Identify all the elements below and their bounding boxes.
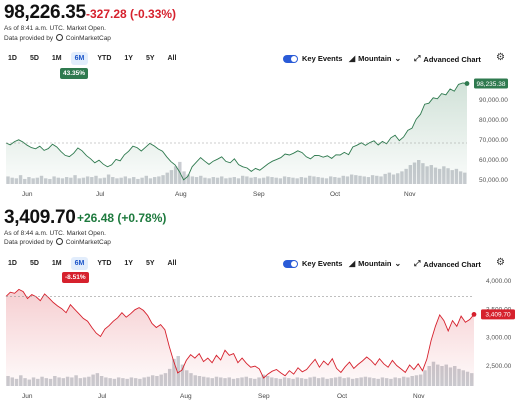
as-of-text: As of 8:41 a.m. UTC. Market Open. bbox=[4, 25, 106, 32]
current-price-marker bbox=[471, 311, 477, 317]
provided-by-text: Data provided by bbox=[4, 239, 54, 246]
data-provider-line: Data provided by CoinMarketCap bbox=[4, 34, 111, 42]
gear-icon[interactable]: ⚙ bbox=[496, 257, 505, 268]
price-chart[interactable]: 2,500.003,000.003,500.004,000.003,409.70… bbox=[0, 274, 516, 404]
key-events-toggle[interactable] bbox=[283, 260, 298, 268]
y-axis-tick-label: 70,000.00 bbox=[479, 137, 508, 144]
x-axis-month-label: Jun bbox=[22, 191, 33, 198]
key-events-label[interactable]: Key Events bbox=[302, 54, 343, 63]
x-axis-month-label: Sep bbox=[253, 191, 265, 198]
range-5d[interactable]: 5D bbox=[29, 55, 39, 62]
range-all[interactable]: All bbox=[167, 55, 177, 62]
range-6m[interactable]: 6M bbox=[70, 257, 89, 270]
as-of-text: As of 8:44 a.m. UTC. Market Open. bbox=[4, 230, 106, 237]
x-axis-month-label: Nov bbox=[413, 393, 425, 400]
range-ytd[interactable]: YTD bbox=[97, 260, 112, 267]
x-axis-month-label: Jun bbox=[22, 393, 33, 400]
range-ytd[interactable]: YTD bbox=[97, 55, 112, 62]
advanced-chart-button[interactable]: ⤢ Advanced Chart bbox=[414, 54, 481, 64]
current-price-label: 98,235.38 bbox=[477, 81, 506, 88]
price-value: 98,226.35 bbox=[4, 2, 86, 23]
provider-name: CoinMarketCap bbox=[65, 239, 111, 246]
bitcoin-quote-panel: 98,226.35 -327.28 (-0.33%) As of 8:41 a.… bbox=[0, 2, 516, 202]
range-1y[interactable]: 1Y bbox=[124, 55, 133, 62]
range-1y[interactable]: 1Y bbox=[124, 260, 133, 267]
current-price-tag bbox=[474, 78, 508, 89]
range-5d[interactable]: 5D bbox=[29, 260, 39, 267]
x-axis-month-label: Nov bbox=[404, 191, 416, 198]
range-5y[interactable]: 5Y bbox=[145, 55, 155, 62]
y-axis-tick-label: 90,000.00 bbox=[479, 97, 508, 104]
gear-icon[interactable]: ⚙ bbox=[496, 52, 505, 63]
x-axis-month-label: Oct bbox=[337, 393, 347, 400]
x-axis-month-label: Jul bbox=[96, 191, 105, 198]
price-chart[interactable]: 50,000.00 60,000.00 70,000.00 80,000.00 90,0… bbox=[0, 72, 516, 202]
chart-style-dropdown[interactable]: ◢ Mountain ⌄ bbox=[349, 54, 401, 63]
chevron-down-icon: ⌄ bbox=[394, 54, 402, 63]
advanced-chart-label: Advanced Chart bbox=[423, 54, 481, 64]
period-change-badge: -8.51% bbox=[62, 272, 89, 283]
x-axis-month-label: Jul bbox=[98, 393, 107, 400]
price-line bbox=[5, 288, 475, 379]
coinmarketcap-logo-icon bbox=[55, 238, 63, 245]
range-1d[interactable]: 1D bbox=[8, 260, 17, 267]
y-axis-tick-label: 2,500.00 bbox=[486, 363, 512, 370]
key-events-label[interactable]: Key Events bbox=[302, 259, 343, 268]
range-all[interactable]: All bbox=[167, 260, 177, 267]
y-axis-tick-label: 80,000.00 bbox=[479, 117, 508, 124]
price-value: 3,409.70 bbox=[4, 207, 76, 228]
chart-style-label: Mountain bbox=[358, 259, 392, 268]
y-axis-tick-label: 3,000.00 bbox=[486, 335, 512, 342]
volume-bar bbox=[176, 356, 180, 386]
data-provider-line: Data provided by CoinMarketCap bbox=[4, 238, 111, 246]
range-1m[interactable]: 1M bbox=[51, 260, 62, 267]
key-events-toggle[interactable] bbox=[283, 55, 298, 63]
advanced-chart-label: Advanced Chart bbox=[423, 259, 481, 269]
range-1m[interactable]: 1M bbox=[51, 55, 62, 62]
provided-by-text: Data provided by bbox=[4, 35, 54, 42]
x-axis-month-label: Aug bbox=[180, 393, 192, 400]
range-5y[interactable]: 5Y bbox=[145, 260, 155, 267]
provider-name: CoinMarketCap bbox=[65, 35, 111, 42]
mountain-chart-icon: ◢ bbox=[349, 259, 356, 268]
coinmarketcap-logo-icon bbox=[55, 34, 63, 41]
price-area bbox=[6, 289, 474, 386]
range-1d[interactable]: 1D bbox=[8, 55, 17, 62]
current-price-tag bbox=[481, 309, 515, 320]
range-selector: 1D 5D 1M 6M YTD 1Y 5Y All bbox=[4, 257, 185, 270]
ethereum-quote-panel: 3,409.70 +26.48 (+0.78%) As of 8:44 a.m.… bbox=[0, 204, 516, 408]
price-change: +26.48 (+0.78%) bbox=[77, 211, 167, 225]
price-change: -327.28 (-0.33%) bbox=[86, 7, 177, 21]
chart-style-label: Mountain bbox=[358, 54, 392, 63]
mountain-chart-icon: ◢ bbox=[349, 54, 356, 63]
x-axis-month-label: Aug bbox=[175, 191, 187, 198]
expand-icon: ⤢ bbox=[414, 54, 421, 63]
current-price-label: 3,409.70 bbox=[485, 312, 511, 319]
period-change-badge: 43.35% bbox=[60, 68, 89, 79]
range-6m[interactable]: 6M bbox=[70, 52, 89, 65]
volume-bar bbox=[182, 171, 186, 184]
x-axis-month-label: Oct bbox=[330, 191, 340, 198]
chevron-down-icon: ⌄ bbox=[394, 259, 402, 268]
advanced-chart-button[interactable]: ⤢ Advanced Chart bbox=[414, 259, 481, 269]
current-price-marker bbox=[464, 81, 470, 86]
range-selector: 1D 5D 1M 6M YTD 1Y 5Y All bbox=[4, 52, 185, 65]
y-axis-tick-label: 4,000.00 bbox=[486, 278, 512, 285]
price-line bbox=[5, 82, 468, 181]
expand-icon: ⤢ bbox=[414, 259, 421, 268]
price-area bbox=[6, 83, 467, 184]
x-axis-month-label: Sep bbox=[258, 393, 270, 400]
y-axis-tick-label: 60,000.00 bbox=[479, 157, 508, 164]
chart-style-dropdown[interactable]: ◢ Mountain ⌄ bbox=[349, 259, 401, 268]
y-axis-tick-label: 50,000.00 bbox=[479, 177, 508, 184]
